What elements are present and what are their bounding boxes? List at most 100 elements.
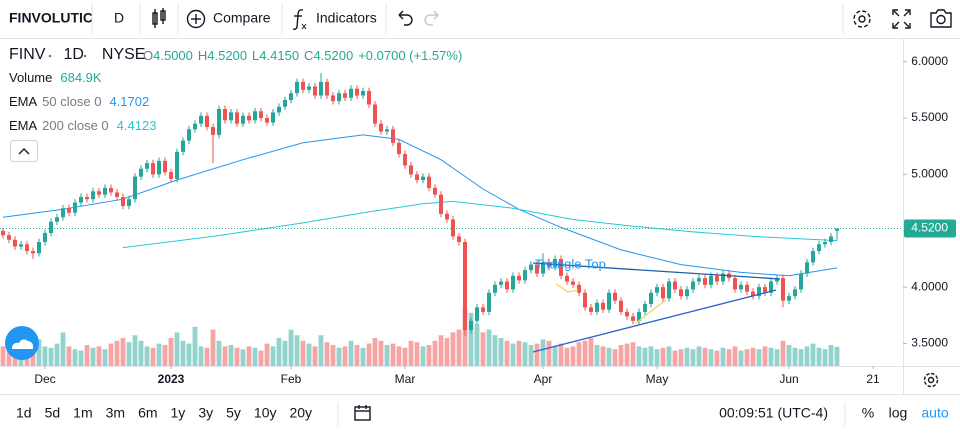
candle-body: [217, 109, 221, 135]
range-button[interactable]: 3m: [106, 405, 125, 421]
trend-line[interactable]: [532, 289, 777, 353]
screenshot-button[interactable]: [930, 9, 952, 28]
candle-body: [265, 118, 269, 123]
volume-bar: [258, 350, 264, 366]
volume-bar: [636, 346, 642, 366]
study-params: 200 close 0: [42, 118, 109, 133]
candle-body: [661, 287, 665, 299]
candle-body: [715, 275, 719, 282]
x-tick-label: Dec: [34, 372, 55, 386]
volume-bar: [552, 346, 558, 366]
candle-body: [493, 284, 497, 293]
candle-body: [157, 160, 161, 175]
compare-icon[interactable]: [186, 9, 206, 29]
candle-body: [757, 287, 761, 297]
range-button[interactable]: 20y: [289, 405, 312, 421]
fullscreen-button[interactable]: [892, 9, 911, 29]
volume-bar: [276, 338, 282, 366]
candle-body: [73, 202, 77, 213]
volume-bar: [804, 346, 810, 366]
settings-button[interactable]: [853, 10, 871, 28]
trend-line[interactable]: [532, 262, 781, 280]
candle-body: [763, 287, 767, 293]
candle-body: [301, 81, 305, 90]
compare-button[interactable]: Compare: [213, 10, 271, 26]
candle-body: [313, 86, 317, 96]
candle-body: [1, 230, 5, 236]
volume-bar: [834, 346, 840, 366]
interval-button[interactable]: D: [114, 10, 124, 26]
volume-bar: [66, 346, 72, 366]
volume-bar: [774, 349, 780, 366]
redo-button[interactable]: [424, 10, 439, 26]
range-button[interactable]: 6m: [138, 405, 157, 421]
collapse-legend-button[interactable]: [10, 140, 38, 162]
candle-body: [13, 239, 17, 247]
pattern-line[interactable]: [555, 283, 579, 293]
pattern-label[interactable]: Triangle Top: [535, 256, 606, 271]
volume-bar: [630, 342, 636, 366]
candle-body: [31, 251, 35, 254]
pattern-line[interactable]: [635, 299, 667, 324]
axis-settings-button[interactable]: [923, 372, 939, 388]
range-button[interactable]: 1y: [171, 405, 186, 421]
candle-body: [361, 90, 365, 96]
volume-bar: [558, 343, 564, 366]
legend-exchange: NYSE: [102, 46, 146, 63]
range-button[interactable]: 10y: [254, 405, 277, 421]
candle-body: [91, 191, 95, 200]
volume-bar: [198, 346, 204, 366]
range-button[interactable]: 5d: [45, 405, 61, 421]
volume-bar: [564, 347, 570, 366]
candle-body: [61, 208, 65, 218]
candle-body: [643, 304, 647, 312]
x-tick-label: May: [646, 372, 669, 386]
volume-bar: [816, 347, 822, 366]
range-button[interactable]: 5y: [226, 405, 241, 421]
volume-bar: [516, 340, 522, 366]
candle-body: [385, 129, 389, 132]
range-button[interactable]: 1d: [16, 405, 32, 421]
range-button[interactable]: 3y: [198, 405, 213, 421]
go-to-date-button[interactable]: [354, 405, 371, 421]
range-button[interactable]: 1m: [73, 405, 92, 421]
percent-toggle[interactable]: %: [862, 405, 874, 421]
candle-body: [253, 111, 257, 121]
volume-bar: [492, 335, 498, 366]
last-price-box: [904, 219, 956, 238]
ohlc-change: +0.0700 (+1.57%): [358, 48, 462, 63]
candle-body: [205, 115, 209, 128]
candle-body: [211, 127, 215, 135]
volume-bar: [438, 335, 444, 366]
volume-bar: [36, 339, 42, 366]
volume-bar: [162, 345, 168, 366]
indicators-icon[interactable]: [292, 9, 307, 30]
candle-body: [607, 292, 611, 310]
volume-bar: [726, 349, 732, 366]
volume-bar: [510, 343, 516, 366]
candle-body: [823, 242, 827, 245]
volume-bar: [468, 312, 474, 366]
volume-bar: [234, 347, 240, 366]
volume-bar: [444, 338, 450, 366]
auto-toggle[interactable]: auto: [921, 405, 948, 421]
volume-bar: [0, 346, 6, 366]
volume-bar: [324, 342, 330, 366]
x-tick-label: 2023: [158, 372, 185, 386]
broker-logo[interactable]: [5, 326, 39, 360]
symbol-search[interactable]: FINVOLUTIC: [9, 10, 93, 26]
volume-bar: [342, 346, 348, 366]
last-price-label: 4.5200: [911, 221, 948, 235]
indicators-button[interactable]: Indicators: [316, 10, 377, 26]
chart-style-button[interactable]: [152, 8, 166, 28]
candle-body: [247, 115, 251, 121]
undo-button[interactable]: [398, 10, 413, 26]
log-toggle[interactable]: log: [889, 405, 908, 421]
candle-body: [319, 81, 323, 96]
volume-bar: [366, 343, 372, 366]
volume-bar: [252, 347, 258, 366]
logo-cloud: [12, 339, 34, 349]
candle-body: [649, 292, 653, 305]
candle-body: [799, 273, 803, 290]
volume-bar: [90, 347, 96, 366]
